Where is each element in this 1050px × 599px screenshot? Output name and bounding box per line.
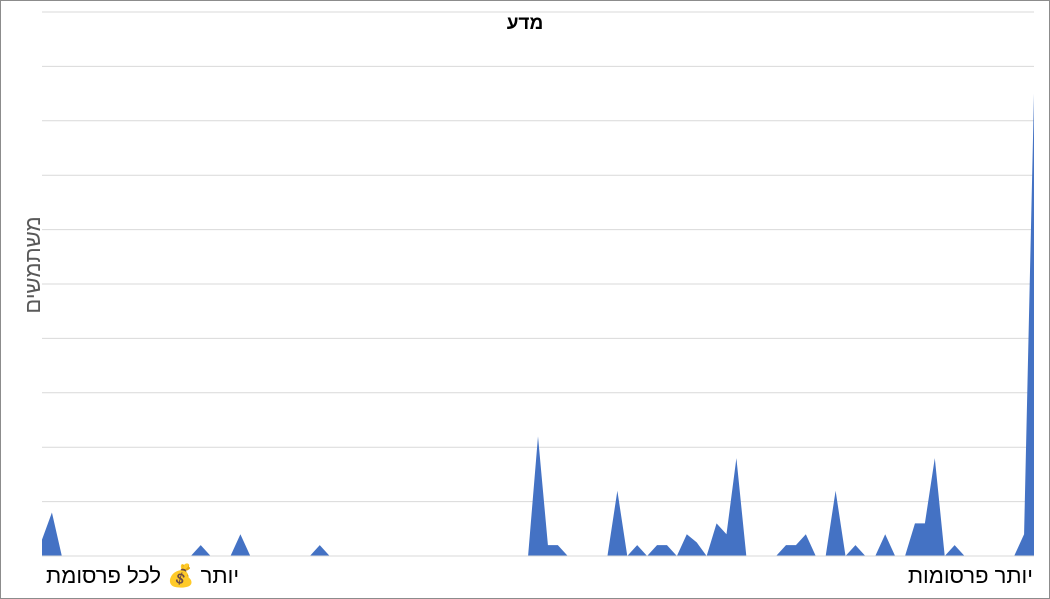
x-axis-right-label: יותר פרסומות	[907, 563, 1033, 588]
series-area	[42, 93, 1034, 556]
x-axis-left-label: יותר 💰 לכל פרסומת	[46, 563, 240, 588]
gridlines	[42, 11, 1034, 557]
chart-title: מדע	[506, 13, 544, 34]
y-axis-label: משתמשים	[20, 216, 45, 314]
